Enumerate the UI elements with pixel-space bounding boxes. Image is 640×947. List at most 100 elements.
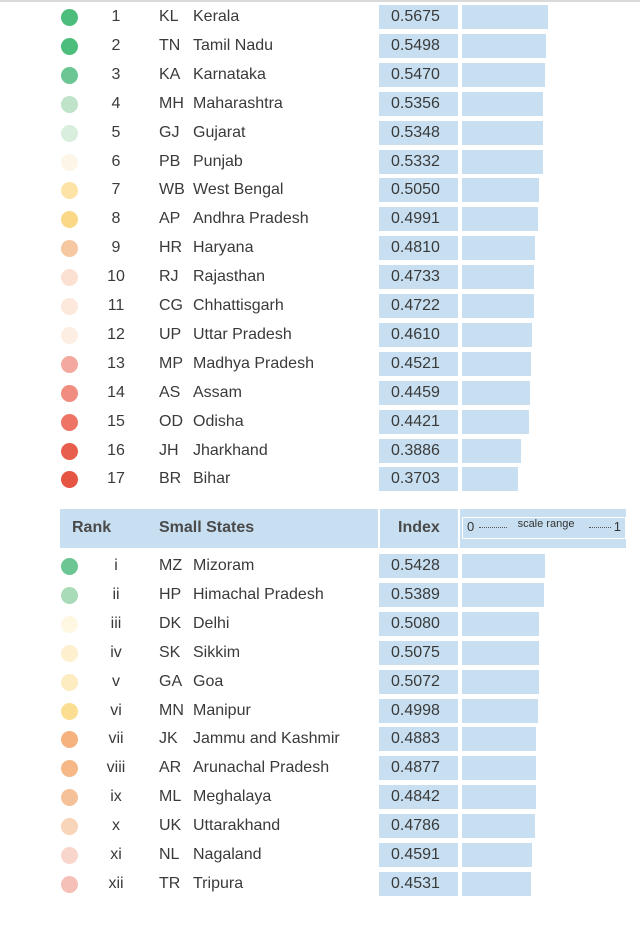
row-rank: 14 — [107, 383, 125, 401]
status-dot-icon — [61, 818, 78, 836]
state-code: GA — [159, 672, 183, 690]
index-cell: 0.4521 — [379, 351, 458, 376]
status-dot-icon — [61, 673, 78, 691]
state-code: SK — [159, 643, 181, 661]
row-rank: 11 — [107, 297, 125, 314]
table-row: vii JK Jammu and Kashmir 0.4883 — [0, 725, 640, 754]
state-name: Punjab — [193, 152, 243, 170]
index-value: 0.4521 — [391, 354, 440, 372]
row-rank: 12 — [107, 325, 125, 343]
index-cell: 0.3703 — [379, 467, 458, 492]
index-bar — [462, 871, 531, 896]
index-bar — [462, 785, 536, 810]
table-row: 3 KA Karnataka 0.5470 — [0, 61, 640, 90]
status-dot-icon — [61, 153, 78, 171]
table-row: xi NL Nagaland 0.4591 — [0, 841, 640, 870]
table-row: 16 JH Jharkhand 0.3886 — [0, 437, 640, 466]
status-dot-icon — [61, 326, 78, 344]
status-dot-icon — [61, 298, 78, 315]
table-row: 10 RJ Rajasthan 0.4733 — [0, 263, 640, 292]
index-value: 0.4877 — [391, 759, 440, 777]
status-dot-icon — [61, 615, 78, 633]
index-bar — [462, 351, 531, 376]
header-index: Index — [398, 519, 440, 536]
index-value: 0.4842 — [391, 788, 440, 806]
state-code: JK — [159, 730, 178, 748]
status-dot-icon — [61, 124, 78, 142]
state-name: Tamil Nadu — [193, 36, 274, 54]
state-code: HP — [159, 585, 182, 603]
row-rank: 3 — [111, 65, 121, 83]
index-value: 0.5072 — [391, 672, 440, 690]
index-cell: 0.5675 — [379, 5, 458, 29]
index-value: 0.5348 — [391, 123, 440, 141]
table-row: viii AR Arunachal Pradesh 0.4877 — [0, 754, 640, 783]
index-bar — [462, 409, 529, 434]
state-code: UK — [159, 817, 182, 835]
index-cell: 0.4877 — [379, 756, 458, 781]
state-name: Madhya Pradesh — [193, 354, 314, 372]
header-small-states: Small States — [159, 519, 255, 536]
index-value: 0.4786 — [391, 817, 440, 835]
row-rank: vi — [110, 701, 122, 719]
row-rank: vii — [108, 730, 124, 748]
state-name: Gujarat — [193, 123, 246, 141]
table-row: 7 WB West Bengal 0.5050 — [0, 176, 640, 205]
scale-low-label: 0 — [467, 519, 475, 534]
state-name: Odisha — [193, 412, 244, 430]
row-rank: 1 — [111, 8, 121, 25]
row-rank: viii — [106, 759, 126, 777]
index-cell: 0.4786 — [379, 814, 458, 839]
table-row: iii DK Delhi 0.5080 — [0, 610, 640, 639]
state-code: KA — [159, 65, 181, 83]
index-cell: 0.4610 — [379, 322, 458, 347]
table-row: xii TR Tripura 0.4531 — [0, 870, 640, 899]
table-row: 12 UP Uttar Pradesh 0.4610 — [0, 321, 640, 350]
state-code: CG — [159, 297, 183, 314]
status-dot-icon — [61, 9, 78, 26]
state-name: Tripura — [193, 874, 244, 892]
index-value: 0.5080 — [391, 614, 440, 632]
table-row: ix ML Meghalaya 0.4842 — [0, 783, 640, 812]
state-code: MH — [159, 94, 184, 112]
row-rank: xi — [110, 846, 122, 863]
status-dot-icon — [61, 760, 78, 778]
index-cell: 0.4883 — [379, 727, 458, 752]
state-name: Mizoram — [193, 557, 255, 574]
index-cell: 0.5428 — [379, 554, 458, 578]
table-row: 1 KL Kerala 0.5675 — [0, 3, 640, 32]
table-row: 2 TN Tamil Nadu 0.5498 — [0, 32, 640, 61]
state-name: Manipur — [193, 701, 251, 719]
state-code: TR — [159, 874, 181, 892]
state-name: Rajasthan — [193, 268, 266, 286]
index-bar — [462, 265, 534, 290]
index-value: 0.5075 — [391, 643, 440, 661]
index-value: 0.5675 — [391, 8, 440, 25]
index-cell: 0.4591 — [379, 843, 458, 867]
row-rank: 8 — [111, 210, 121, 228]
state-name: Goa — [193, 672, 224, 690]
index-value: 0.4991 — [391, 210, 440, 228]
index-bar — [462, 322, 532, 347]
index-cell: 0.5498 — [379, 33, 458, 58]
scale-range-label: scale range — [517, 518, 575, 530]
table-row: vi MN Manipur 0.4998 — [0, 697, 640, 726]
status-dot-icon — [61, 586, 78, 604]
index-bar — [462, 611, 539, 636]
index-cell: 0.4842 — [379, 785, 458, 810]
index-cell: 0.4733 — [379, 265, 458, 290]
state-name: Assam — [193, 383, 242, 401]
table-row: 13 MP Madhya Pradesh 0.4521 — [0, 350, 640, 379]
index-bar — [462, 814, 535, 839]
state-code: OD — [159, 412, 183, 430]
index-bar — [462, 207, 538, 232]
state-name: Delhi — [193, 614, 230, 632]
state-code: KL — [159, 8, 179, 25]
state-code: RJ — [159, 268, 179, 286]
row-rank: iv — [110, 643, 122, 661]
index-value: 0.4733 — [391, 268, 440, 286]
index-cell: 0.5389 — [379, 582, 458, 607]
table-row: x UK Uttarakhand 0.4786 — [0, 812, 640, 841]
status-dot-icon — [61, 413, 78, 431]
status-dot-icon — [61, 644, 78, 662]
